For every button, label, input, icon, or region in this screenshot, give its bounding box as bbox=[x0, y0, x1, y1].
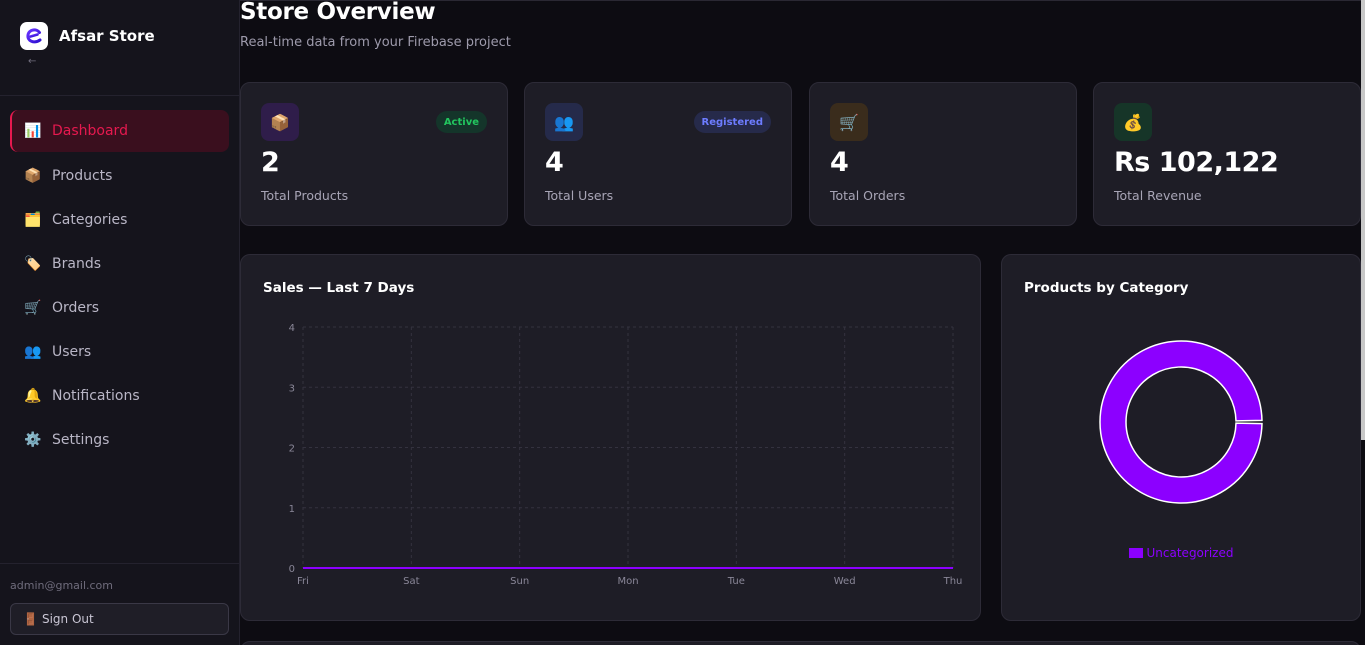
stat-card-total-orders: 🛒 4 Total Orders bbox=[809, 82, 1077, 226]
legend-label[interactable]: Uncategorized bbox=[1146, 546, 1234, 560]
cart-icon: 🛒 bbox=[24, 300, 42, 316]
y-tick-label: 1 bbox=[289, 504, 295, 515]
scrollbar[interactable] bbox=[1361, 0, 1365, 440]
x-tick-label: Mon bbox=[617, 576, 638, 587]
category-chart-title: Products by Category bbox=[1024, 280, 1189, 296]
x-tick-label: Sun bbox=[510, 576, 529, 587]
stat-value: Rs 102,122 bbox=[1114, 147, 1279, 178]
sales-chart-panel: 0 1 2 3 4 Fri Sat Sun Mon Tue Wed Thu Sales — Last … bbox=[240, 254, 981, 621]
money-bag-icon: 💰 bbox=[1114, 103, 1152, 141]
sales-line-chart: 0 1 2 3 4 Fri Sat Sun Mon Tue Wed Thu bbox=[289, 323, 963, 587]
sidebar-item-orders[interactable]: 🛒 Orders bbox=[10, 286, 229, 330]
package-icon: 📦 bbox=[261, 103, 299, 141]
chart-legend: Uncategorized bbox=[1002, 546, 1360, 560]
y-tick-label: 0 bbox=[289, 564, 295, 575]
next-panel-edge bbox=[240, 641, 1361, 645]
brand[interactable]: Afsar Store bbox=[20, 22, 155, 50]
brand-name: Afsar Store bbox=[59, 27, 155, 45]
sidebar-item-label: Dashboard bbox=[52, 123, 128, 139]
sidebar-item-label: Settings bbox=[52, 432, 110, 448]
y-tick-label: 2 bbox=[289, 444, 295, 455]
sidebar-divider bbox=[0, 563, 239, 564]
folder-icon: 🗂️ bbox=[24, 212, 42, 228]
stat-label: Total Revenue bbox=[1114, 188, 1202, 203]
door-icon: 🚪 bbox=[23, 612, 38, 626]
users-icon: 👥 bbox=[545, 103, 583, 141]
stat-label: Total Products bbox=[261, 188, 349, 203]
chart-icon: 📊 bbox=[24, 123, 42, 139]
x-tick-label: Fri bbox=[297, 576, 309, 587]
tag-icon: 🏷️ bbox=[24, 256, 42, 272]
x-tick-label: Sat bbox=[403, 576, 419, 587]
stat-card-total-products: 📦 Active 2 Total Products bbox=[240, 82, 508, 226]
admin-email: admin@gmail.com bbox=[10, 579, 114, 592]
category-donut-chart bbox=[1099, 340, 1263, 504]
brand-logo-icon bbox=[20, 22, 48, 50]
sales-chart-title: Sales — Last 7 Days bbox=[263, 280, 415, 296]
page-subtitle: Real-time data from your Firebase projec… bbox=[240, 35, 511, 50]
sign-out-label: Sign Out bbox=[41, 612, 94, 626]
sidebar-item-label: Users bbox=[52, 344, 92, 360]
y-tick-label: 3 bbox=[289, 383, 295, 394]
sidebar-item-label: Brands bbox=[52, 256, 101, 272]
sign-out-button[interactable]: 🚪 Sign Out bbox=[10, 603, 229, 635]
sidebar-item-label: Categories bbox=[52, 212, 128, 228]
status-badge: Registered bbox=[693, 111, 771, 133]
sidebar-item-products[interactable]: 📦 Products bbox=[10, 154, 229, 198]
sidebar-item-label: Notifications bbox=[52, 388, 140, 404]
top-border bbox=[240, 0, 1365, 1]
collapse-sidebar-icon[interactable]: ← bbox=[28, 56, 37, 67]
page-title: Store Overview bbox=[240, 0, 436, 25]
stat-value: 4 bbox=[830, 147, 849, 178]
sidebar: Afsar Store ← 📊 Dashboard 📦 Products 🗂️ Categ… bbox=[0, 0, 240, 645]
sidebar-item-dashboard[interactable]: 📊 Dashboard bbox=[10, 110, 229, 152]
x-tick-label: Tue bbox=[727, 576, 745, 587]
stat-label: Total Orders bbox=[830, 188, 906, 203]
y-tick-label: 4 bbox=[289, 323, 295, 334]
x-tick-label: Thu bbox=[943, 576, 963, 587]
legend-swatch bbox=[1128, 548, 1143, 558]
x-tick-label: Wed bbox=[834, 576, 856, 587]
stat-card-total-revenue: 💰 Rs 102,122 Total Revenue bbox=[1093, 82, 1361, 226]
sidebar-item-label: Products bbox=[52, 168, 113, 184]
sidebar-item-settings[interactable]: ⚙️ Settings bbox=[10, 418, 229, 462]
cart-icon: 🛒 bbox=[830, 103, 868, 141]
sidebar-nav: 📊 Dashboard 📦 Products 🗂️ Categories 🏷️ Brands 🛒… bbox=[10, 108, 229, 462]
category-chart-panel: Products by Category Uncategorized bbox=[1001, 254, 1361, 621]
package-icon: 📦 bbox=[24, 168, 42, 184]
sidebar-item-categories[interactable]: 🗂️ Categories bbox=[10, 198, 229, 242]
sidebar-item-label: Orders bbox=[52, 300, 100, 316]
sidebar-item-notifications[interactable]: 🔔 Notifications bbox=[10, 374, 229, 418]
sidebar-divider bbox=[0, 95, 239, 96]
donut-slice-uncategorized[interactable] bbox=[1099, 340, 1263, 504]
users-icon: 👥 bbox=[24, 344, 42, 360]
status-badge: Active bbox=[435, 111, 487, 133]
sidebar-item-brands[interactable]: 🏷️ Brands bbox=[10, 242, 229, 286]
gear-icon: ⚙️ bbox=[24, 432, 42, 448]
sidebar-item-users[interactable]: 👥 Users bbox=[10, 330, 229, 374]
stat-label: Total Users bbox=[545, 188, 614, 203]
stat-value: 2 bbox=[261, 147, 280, 178]
stat-value: 4 bbox=[545, 147, 564, 178]
stat-card-total-users: 👥 Registered 4 Total Users bbox=[524, 82, 792, 226]
bell-icon: 🔔 bbox=[24, 388, 42, 404]
